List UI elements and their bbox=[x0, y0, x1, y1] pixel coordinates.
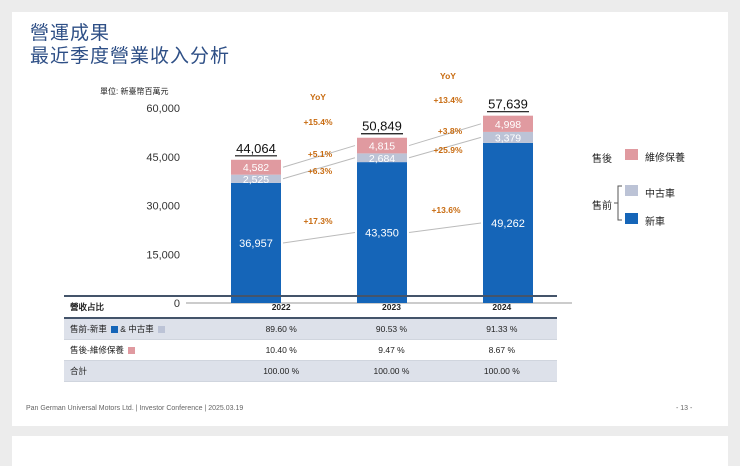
page-title: 營運成果 最近季度營業收入分析 bbox=[30, 22, 230, 68]
revenue-ratio-table: 營收占比 2022 2023 2024 售前-新車 & 中古車 89.60 % … bbox=[64, 295, 557, 382]
row-label-pre-sales-a: 售前-新車 bbox=[70, 324, 107, 334]
data-label-after-sales-2023: 4,815 bbox=[369, 141, 395, 153]
row-label-after-sales: 售後-維修保養 bbox=[64, 339, 226, 361]
bar-after-sales-2023 bbox=[357, 137, 407, 154]
after-sales-swatch bbox=[128, 347, 136, 355]
yoy-label-after-sales-2023: +5.1% bbox=[308, 149, 333, 159]
data-label-after-sales-2022: 4,582 bbox=[243, 162, 269, 174]
yoy-label-used-car-2024: +25.9% bbox=[433, 145, 463, 155]
total-label-2023: 50,849 bbox=[362, 119, 402, 134]
yoy-total-2024: +13.4% bbox=[433, 95, 463, 105]
legend-group-pre-sales: 售前 bbox=[592, 201, 612, 212]
bar-used-car-2022 bbox=[231, 174, 281, 183]
legend-label-after-sales: 維修保養 bbox=[645, 153, 685, 164]
table-cell: 100.00 % bbox=[336, 360, 447, 382]
title-line-1: 營運成果 bbox=[30, 23, 111, 44]
table-header-row: 營收占比 2022 2023 2024 bbox=[64, 295, 557, 319]
data-label-new-car-2023: 43,350 bbox=[365, 228, 399, 240]
table-header-2022: 2022 bbox=[226, 295, 337, 319]
bar-after-sales-2024 bbox=[483, 115, 533, 132]
table-cell: 91.33 % bbox=[446, 318, 557, 340]
revenue-chart: 015,00030,00045,00060,00036,9572,5254,58… bbox=[146, 71, 572, 310]
bar-used-car-2024 bbox=[483, 131, 533, 143]
row-label-total: 合計 bbox=[64, 360, 226, 382]
legend-bracket bbox=[614, 185, 622, 221]
yoy-connector-after-sales-2023 bbox=[282, 145, 356, 168]
yoy-label-new-car-2024: +13.6% bbox=[431, 205, 461, 215]
table-header-label: 營收占比 bbox=[64, 295, 226, 319]
bar-after-sales-2022 bbox=[231, 159, 281, 175]
yoy-connector-after-sales-2024 bbox=[408, 123, 482, 147]
table-row: 售後-維修保養 10.40 % 9.47 % 8.67 % bbox=[64, 339, 557, 361]
data-label-new-car-2024: 49,262 bbox=[491, 218, 525, 230]
yoy-label-new-car-2023: +17.3% bbox=[303, 216, 333, 226]
unit-label: 單位: 新臺幣百萬元 bbox=[100, 87, 169, 96]
bar-new-car-2022 bbox=[231, 182, 281, 303]
table-cell: 89.60 % bbox=[226, 318, 337, 340]
new-car-swatch bbox=[111, 326, 119, 334]
data-label-new-car-2022: 36,957 bbox=[239, 238, 273, 250]
total-label-2022: 44,064 bbox=[236, 141, 276, 156]
row-label-pre-sales: 售前-新車 & 中古車 bbox=[64, 318, 226, 340]
yoy-connector-used-car-2024 bbox=[408, 136, 482, 159]
page-number: - 13 - bbox=[676, 405, 693, 412]
bar-used-car-2023 bbox=[357, 153, 407, 163]
data-label-used-car-2023: 2,684 bbox=[369, 153, 395, 165]
yoy-label-after-sales-2024: +3.8% bbox=[438, 126, 463, 136]
row-label-pre-sales-b: & 中古車 bbox=[120, 324, 154, 334]
title-line-2: 最近季度營業收入分析 bbox=[30, 46, 231, 67]
legend-group-after-sales: 售後 bbox=[592, 154, 612, 165]
yoy-header-2023: YoY bbox=[310, 92, 326, 102]
yoy-connector-new-car-2023 bbox=[282, 232, 356, 244]
legend-swatch-new-car bbox=[625, 213, 638, 224]
data-label-after-sales-2024: 4,998 bbox=[495, 119, 521, 131]
yoy-total-2023: +15.4% bbox=[303, 117, 333, 127]
y-tick-label: 60,000 bbox=[146, 103, 180, 115]
table-row: 合計 100.00 % 100.00 % 100.00 % bbox=[64, 360, 557, 382]
yoy-connector-used-car-2023 bbox=[282, 157, 356, 180]
bar-new-car-2023 bbox=[357, 162, 407, 303]
yoy-label-used-car-2023: +6.3% bbox=[308, 166, 333, 176]
table-cell: 8.67 % bbox=[446, 339, 557, 361]
y-tick-label: 30,000 bbox=[146, 201, 180, 213]
total-label-2024: 57,639 bbox=[488, 97, 528, 112]
bar-new-car-2024 bbox=[483, 142, 533, 303]
used-car-swatch bbox=[158, 326, 166, 334]
table-header-2023: 2023 bbox=[336, 295, 447, 319]
row-label-after-sales-a: 售後-維修保養 bbox=[70, 345, 124, 355]
yoy-header-2024: YoY bbox=[440, 71, 456, 81]
yoy-connector-new-car-2024 bbox=[408, 222, 482, 234]
table-cell: 100.00 % bbox=[446, 360, 557, 382]
table-cell: 90.53 % bbox=[336, 318, 447, 340]
table-cell: 100.00 % bbox=[226, 360, 337, 382]
data-label-used-car-2022: 2,525 bbox=[243, 174, 269, 186]
legend-swatch-after-sales bbox=[625, 149, 638, 160]
legend-label-used-car: 中古車 bbox=[645, 189, 675, 200]
y-tick-label: 45,000 bbox=[146, 152, 180, 164]
table-cell: 9.47 % bbox=[336, 339, 447, 361]
table-row: 售前-新車 & 中古車 89.60 % 90.53 % 91.33 % bbox=[64, 318, 557, 340]
legend-label-new-car: 新車 bbox=[645, 217, 665, 228]
data-label-used-car-2024: 3,379 bbox=[495, 132, 521, 144]
table-header-2024: 2024 bbox=[446, 295, 557, 319]
y-tick-label: 15,000 bbox=[146, 249, 180, 261]
footer-text: Pan German Universal Motors Ltd. | Inves… bbox=[26, 405, 244, 412]
legend-swatch-used-car bbox=[625, 185, 638, 196]
table-cell: 10.40 % bbox=[226, 339, 337, 361]
